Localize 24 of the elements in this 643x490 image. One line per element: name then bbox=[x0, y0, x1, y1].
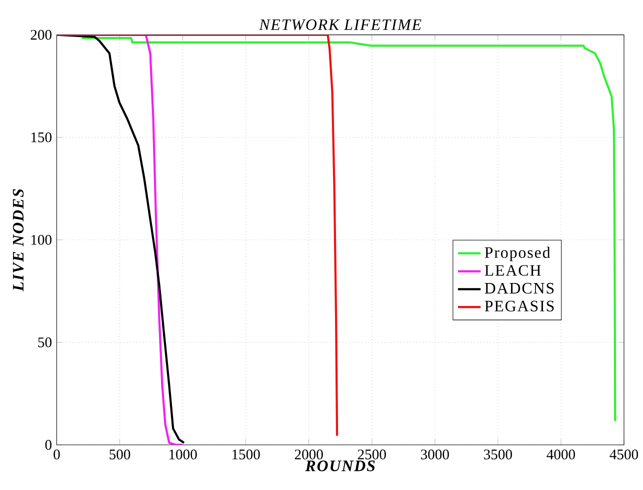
x-axis-title: ROUNDS bbox=[305, 460, 375, 472]
x-tick-label: 3500 bbox=[484, 450, 512, 460]
x-tick-label: 1000 bbox=[169, 450, 197, 460]
y-axis-title: LIVE NODES bbox=[12, 189, 24, 292]
x-tick-label: 4500 bbox=[610, 450, 638, 460]
x-tick-label: 0 bbox=[54, 450, 60, 460]
x-tick-label: 1500 bbox=[232, 450, 260, 460]
x-tick-label: 2000 bbox=[294, 450, 323, 460]
x-tick-label: 4000 bbox=[546, 450, 575, 460]
x-tick-label: 500 bbox=[110, 450, 130, 460]
legend-label: LEACH bbox=[484, 265, 541, 276]
line-series bbox=[80, 37, 616, 422]
y-tick-label: 100 bbox=[31, 235, 52, 245]
line-series bbox=[56, 35, 338, 438]
legend-label: DADCNS bbox=[484, 283, 554, 294]
y-tick-label: 200 bbox=[30, 30, 52, 40]
chart-title: NETWORK LIFETIME bbox=[259, 20, 422, 30]
y-tick-label: 50 bbox=[38, 338, 52, 348]
legend-label: Proposed bbox=[484, 246, 550, 262]
x-tick-label: 3000 bbox=[421, 450, 449, 460]
x-tick-label: 2500 bbox=[358, 450, 386, 460]
y-tick-label: 150 bbox=[31, 132, 52, 142]
y-tick-label: 0 bbox=[45, 440, 52, 450]
legend-label: PEGASIS bbox=[484, 300, 554, 312]
